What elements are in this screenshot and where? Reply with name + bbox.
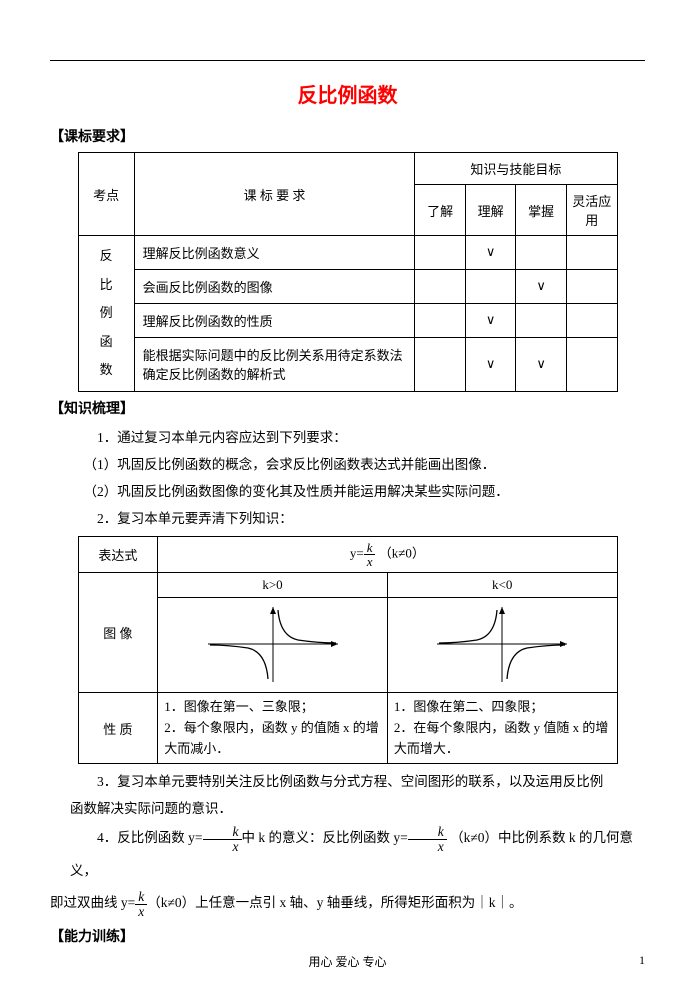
frac-den: x: [135, 905, 147, 919]
mark: [415, 236, 466, 270]
frac-num: k: [203, 825, 242, 840]
req-text: 会画反比例函数的图像: [134, 269, 415, 303]
frac-num: k: [364, 541, 376, 555]
hyperbola-neg-icon: [427, 602, 577, 687]
text: 即过双曲线 y=: [50, 895, 135, 910]
req-text: 理解反比例函数意义: [134, 236, 415, 270]
paragraph: 3．复习本单元要特别关注反比例函数与分式方程、空间图形的联系，以及运用反比例: [70, 768, 645, 795]
fraction: kx: [203, 825, 242, 853]
text: （k≠0）上任意一点引 x 轴、y 轴垂线，所得矩形面积为｜k｜。: [147, 895, 522, 910]
properties-table: 表达式 y=kx （k≠0） 图 像 k>0 k<0: [78, 536, 618, 764]
top-rule: [50, 60, 645, 61]
section-requirements-label: 【课标要求】: [50, 126, 645, 146]
req-text: 理解反比例函数的性质: [134, 303, 415, 337]
section-knowledge-label: 【知识梳理】: [50, 398, 645, 418]
neg-prop: 1．图像在第二、四象限； 2．在每个象限内，函数 y 值随 x 的增大而增大．: [387, 692, 617, 763]
kneg-label: k<0: [387, 572, 617, 597]
graph-kneg: [387, 597, 617, 692]
row-expr-label: 表达式: [78, 536, 158, 572]
col-lijie: 理解: [465, 185, 516, 236]
mark: ∨: [516, 337, 567, 391]
table-row: 会画反比例函数的图像 ∨: [78, 269, 617, 303]
pos-prop: 1．图像在第一、三象限； 2．每个象限内，函数 y 的值随 x 的增大而减小．: [158, 692, 388, 763]
row-graph-label: 图 像: [78, 572, 158, 692]
table-row: 反比例函数反比例函数 理解反比例函数意义 ∨: [78, 236, 617, 270]
mark: [415, 337, 466, 391]
table-row: 考点 课 标 要 求 知识与技能目标: [78, 153, 617, 185]
paragraph: 2．复习本单元要弄清下列知识：: [70, 505, 645, 532]
frac-den: x: [408, 840, 447, 854]
graph-kpos: [158, 597, 388, 692]
paragraph: 即过双曲线 y=kx（k≠0）上任意一点引 x 轴、y 轴垂线，所得矩形面积为｜…: [50, 887, 645, 919]
mark: [566, 337, 617, 391]
req-text: 能根据实际问题中的反比例关系用待定系数法确定反比例函数的解析式: [134, 337, 415, 391]
table-row: 图 像 k>0 k<0: [78, 572, 617, 597]
paragraph: （1）巩固反比例函数的概念，会求反比例函数表达式并能画出图像．: [70, 451, 645, 478]
mark: [566, 269, 617, 303]
table-row: 表达式 y=kx （k≠0）: [78, 536, 617, 572]
mark: ∨: [465, 303, 516, 337]
hyperbola-pos-icon: [198, 602, 348, 687]
frac-den: x: [364, 555, 376, 568]
col-zhangwo: 掌握: [516, 185, 567, 236]
mark: [415, 269, 466, 303]
mark: [465, 269, 516, 303]
fraction: kx: [364, 541, 376, 568]
paragraph: 函数解决实际问题的意识．: [70, 795, 645, 822]
footer-motto: 用心 爱心 专心: [308, 955, 386, 969]
paragraph: （2）巩固反比例函数图像的变化其及性质并能运用解决某些实际问题．: [70, 478, 645, 505]
frac-den: x: [203, 840, 242, 854]
fraction: kx: [408, 825, 447, 853]
paragraph: 1．通过复习本单元内容应达到下列要求：: [70, 424, 645, 451]
table-row: 性 质 1．图像在第一、三象限； 2．每个象限内，函数 y 的值随 x 的增大而…: [78, 692, 617, 763]
col-kebiao: 课 标 要 求: [134, 153, 415, 236]
mark: [516, 236, 567, 270]
text: 4．反比例函数 y=: [97, 830, 203, 845]
row-label: 反比例函数反比例函数: [78, 236, 134, 392]
kpos-label: k>0: [158, 572, 388, 597]
paragraph: 4．反比例函数 y=kx中 k 的意义：反比例函数 y=kx （k≠0）中比例系…: [70, 822, 645, 887]
section-training-label: 【能力训练】: [50, 926, 645, 946]
page: 反比例函数 【课标要求】 考点 课 标 要 求 知识与技能目标 了解 理解 掌握…: [0, 0, 695, 982]
mark: [566, 236, 617, 270]
col-liaojie: 了解: [415, 185, 466, 236]
col-zhishi: 知识与技能目标: [415, 153, 617, 185]
table-row: 理解反比例函数的性质 ∨: [78, 303, 617, 337]
frac-num: k: [135, 890, 147, 905]
mark: ∨: [465, 236, 516, 270]
text: 函数解决实际问题的意识．: [70, 801, 232, 816]
expr-suffix: （k≠0）: [375, 545, 424, 560]
expr-prefix: y=: [350, 545, 364, 560]
requirements-table: 考点 课 标 要 求 知识与技能目标 了解 理解 掌握 灵活应用 反比例函数反比…: [78, 152, 618, 392]
text: 3．复习本单元要特别关注反比例函数与分式方程、空间图形的联系，以及运用反比例: [97, 774, 603, 789]
table-row: [78, 597, 617, 692]
mark: ∨: [516, 269, 567, 303]
page-title: 反比例函数: [50, 79, 645, 108]
text: 中 k 的意义：反比例函数 y=: [242, 830, 408, 845]
frac-num: k: [408, 825, 447, 840]
col-kaodian: 考点: [78, 153, 134, 236]
col-linghuo: 灵活应用: [566, 185, 617, 236]
fraction: kx: [135, 890, 147, 918]
mark: ∨: [465, 337, 516, 391]
page-number: 1: [639, 953, 645, 968]
expr-cell: y=kx （k≠0）: [158, 536, 617, 572]
page-footer: 用心 爱心 专心 1: [50, 953, 645, 970]
row-prop-label: 性 质: [78, 692, 158, 763]
mark: [516, 303, 567, 337]
mark: [415, 303, 466, 337]
table-row: 能根据实际问题中的反比例关系用待定系数法确定反比例函数的解析式 ∨ ∨: [78, 337, 617, 391]
mark: [566, 303, 617, 337]
